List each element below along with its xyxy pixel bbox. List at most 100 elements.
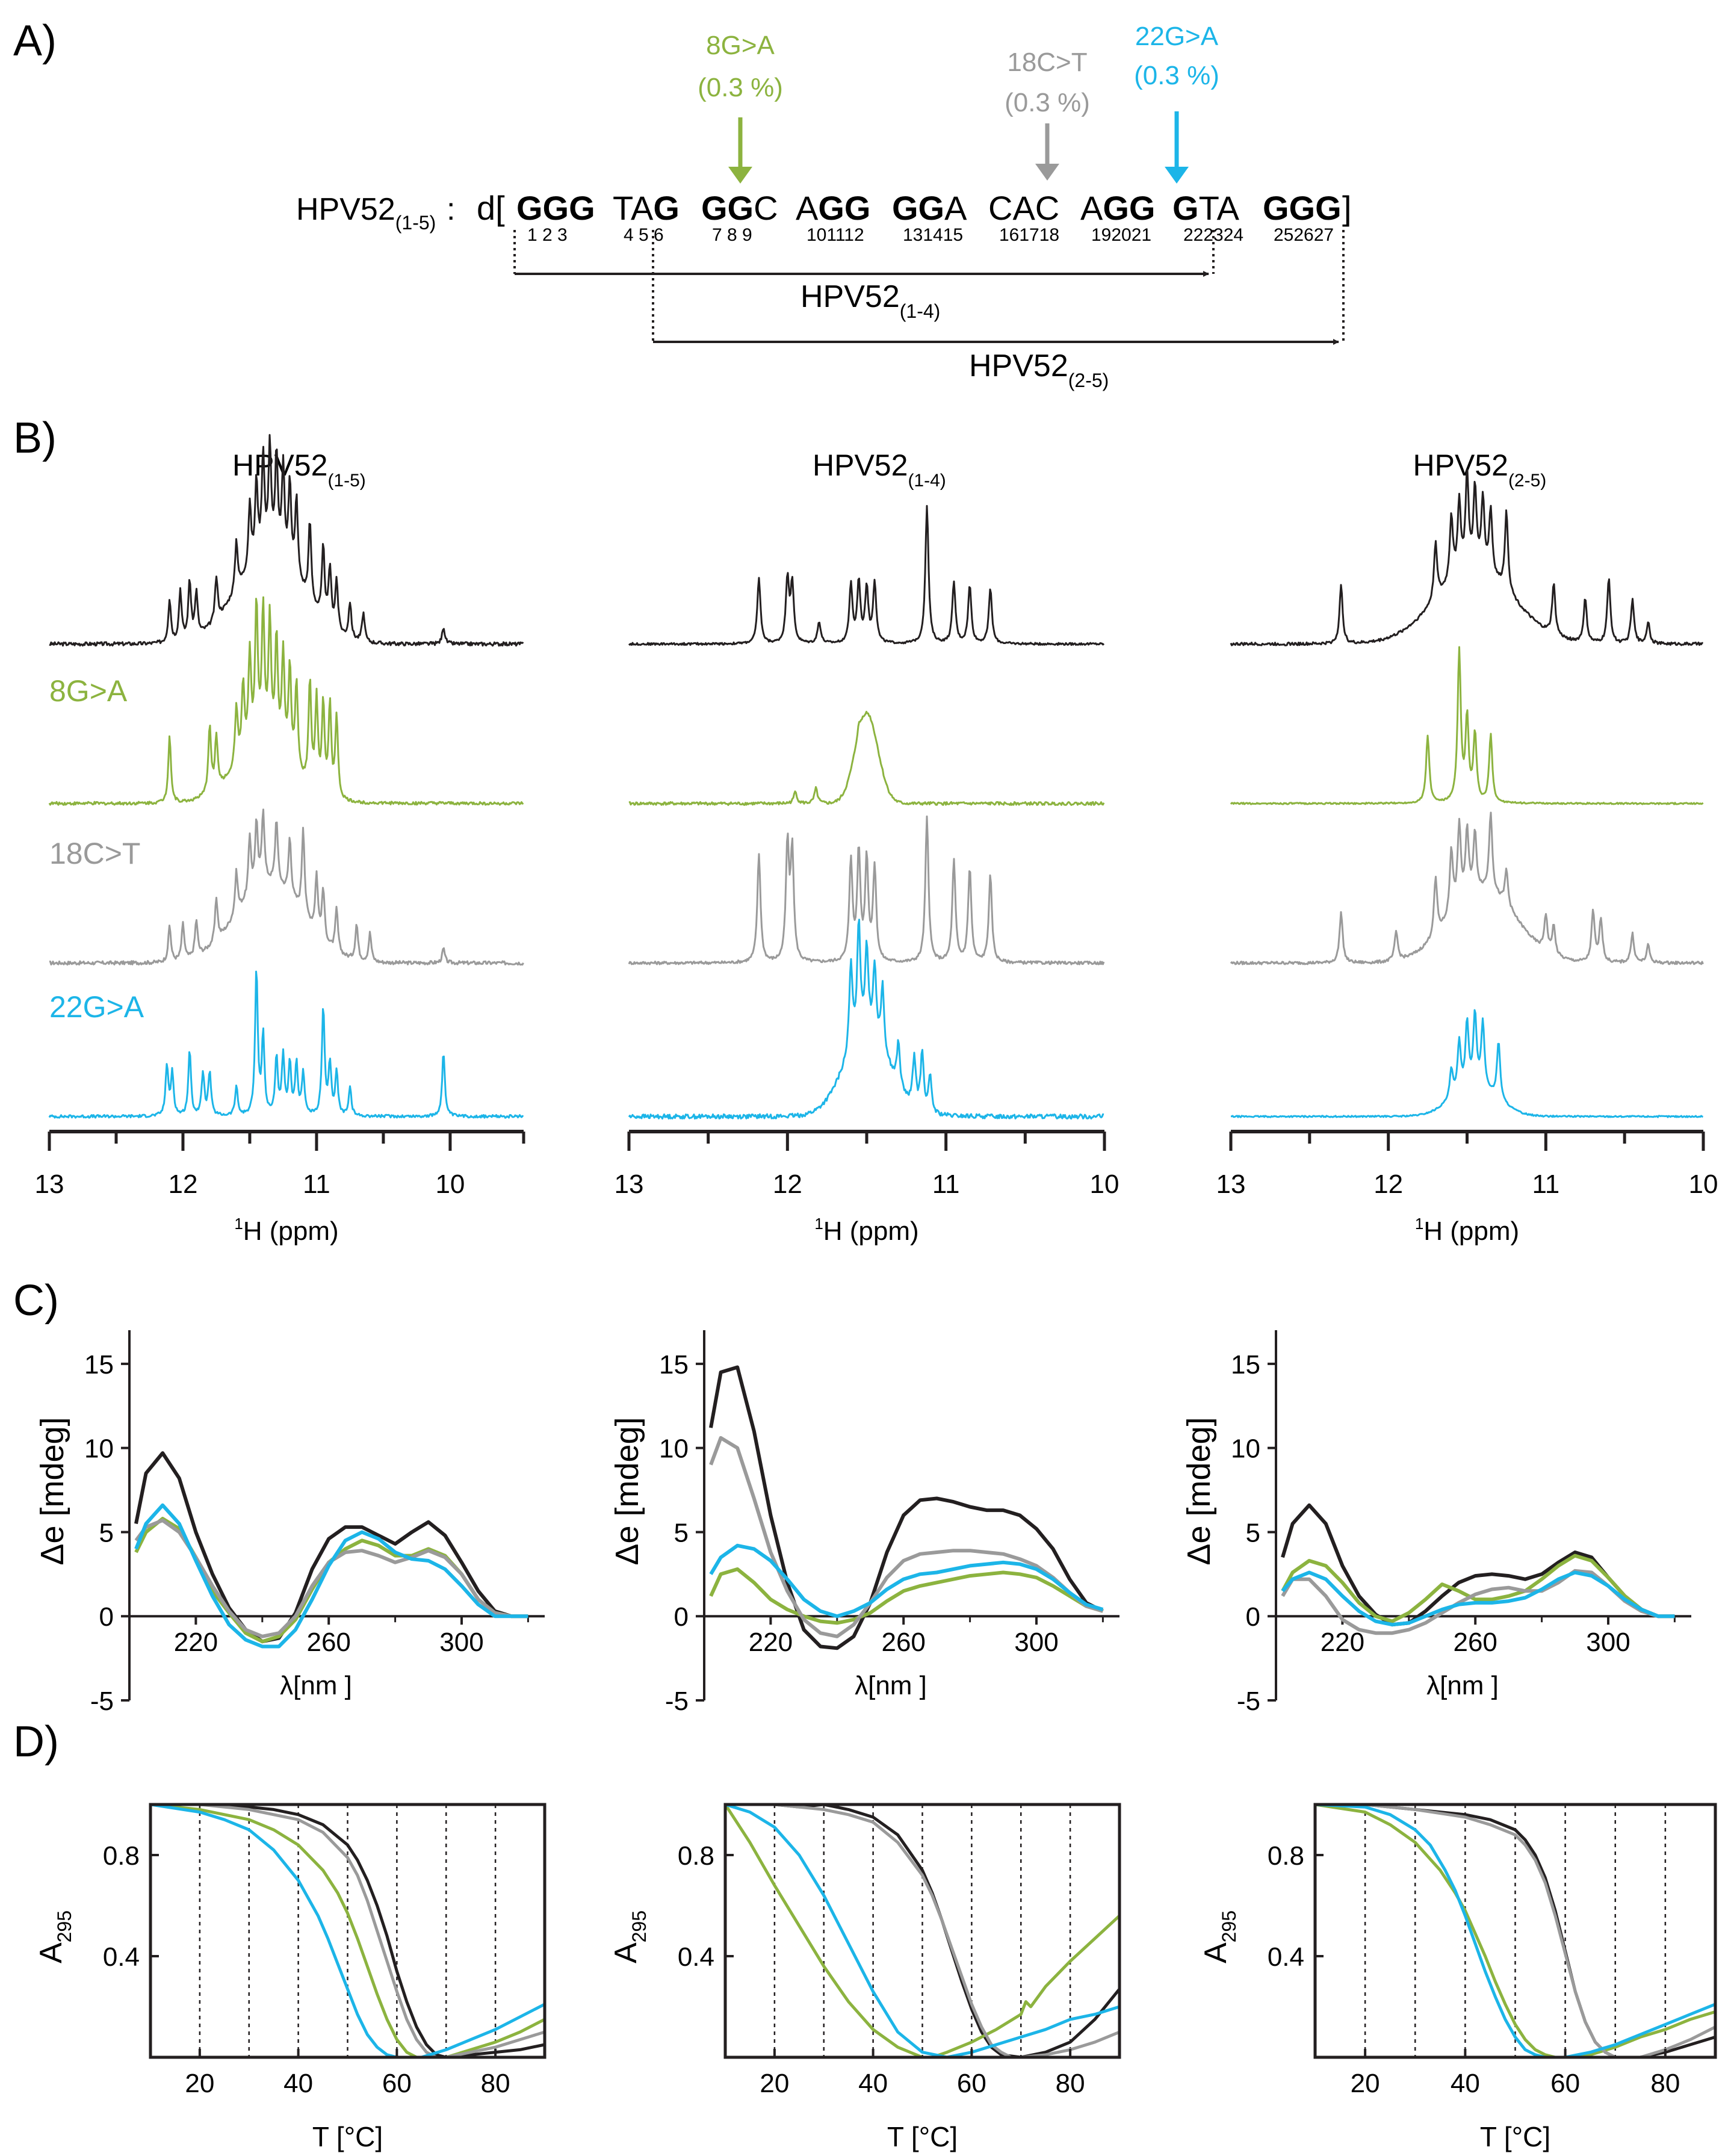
melting-ylabel-text: A [1198, 1942, 1233, 1963]
cd-x-axis-label: λ[nm ] [855, 1671, 927, 1700]
nmr-column-title: HPV52(2-5) [1413, 448, 1547, 491]
sequence-group-2: TAG [613, 189, 680, 227]
mutation-frequency: (0.3 %) [1005, 88, 1090, 117]
melting-x-tick-label: 20 [1351, 2069, 1380, 2098]
nmr-x-axis-label: 1H (ppm) [1415, 1215, 1519, 1246]
nmr-xlabel-superscript: 1 [234, 1215, 243, 1233]
sequence-segment: GG [818, 189, 870, 227]
cd-y-tick-label: -5 [1237, 1687, 1260, 1716]
sequence-position-numbers: 101112 [807, 225, 864, 245]
nmr-xlabel-text: H (ppm) [243, 1216, 339, 1246]
sequence-colon: : [447, 192, 455, 227]
nmr-spectrum-gray [1230, 811, 1704, 965]
sequence-segment: G [653, 189, 680, 227]
sequence-position-numbers: 222324 [1183, 225, 1243, 245]
sequence-segment: TA [613, 189, 654, 227]
nmr-x-tick-label: 13 [615, 1169, 644, 1199]
cd-x-tick-label: 220 [749, 1628, 793, 1657]
melting-series-blue [150, 1803, 546, 2059]
sequence-segment: GGG [1263, 189, 1342, 227]
nmr-title-name: HPV52 [813, 448, 908, 482]
sequence-position-numbers: 252627 [1274, 225, 1334, 245]
cd-series-blue [709, 1543, 1104, 1619]
sequence-position-numbers: 192021 [1091, 225, 1151, 245]
melting-series-gray [150, 1803, 545, 2059]
cd-y-tick-label: 5 [99, 1518, 114, 1547]
mutation-label: 22G>A [1135, 22, 1219, 51]
panel-letter-d: D) [13, 1718, 59, 1766]
nmr-spectrum-gray [49, 808, 524, 966]
melting-x-tick-label: 80 [1650, 2069, 1680, 2098]
melting-x-axis-label: T [°C] [1480, 2121, 1550, 2152]
cd-x-tick-label: 300 [1014, 1628, 1058, 1657]
mutation-label: 8G>A [706, 31, 775, 60]
sequence-group-6: CAC [988, 189, 1059, 227]
cd-y-tick-label: 10 [659, 1434, 689, 1464]
sequence-segment: G [1172, 189, 1199, 227]
sequence-position-numbers: 131415 [903, 225, 963, 245]
cd-plot-2: 15 10 5 0 -5 220 260 300 Δe [mdeg] λ[nm ] [609, 1330, 1119, 1716]
melting-series-green [150, 1803, 546, 2059]
mutation-label: 18C>T [1007, 48, 1087, 77]
nmr-xlabel-superscript: 1 [1415, 1215, 1423, 1233]
sequence-segment: GG [1103, 189, 1155, 227]
melting-x-tick-label: 60 [957, 2069, 986, 2098]
cd-x-tick-label: 260 [306, 1628, 350, 1657]
nmr-x-tick-label: 11 [932, 1169, 960, 1199]
nmr-title-subscript: (1-4) [908, 471, 946, 491]
cd-series-green [1281, 1553, 1675, 1623]
melting-x-tick-label: 40 [858, 2069, 888, 2098]
cd-series-black [134, 1451, 528, 1644]
sequence-group-1: GGG [516, 189, 595, 227]
cd-x-tick-label: 300 [1586, 1628, 1630, 1657]
nmr-x-tick-label: 11 [303, 1169, 330, 1199]
cd-y-axis-label: Δe [mdeg] [609, 1417, 645, 1565]
sequence-suffix: ] [1342, 189, 1352, 227]
cd-panel: 15 10 5 0 -5 220 260 300 Δe [mdeg] λ[nm ] 15 10 5 0 -5… [34, 1330, 1691, 1716]
sequence-position-numbers: 7 8 9 [712, 225, 752, 245]
sequence-segment: GG [701, 189, 754, 227]
nmr-spectrum-gray [628, 815, 1105, 965]
nmr-x-tick-label: 12 [773, 1169, 802, 1199]
sequence-group-3: GGC [701, 189, 778, 227]
cd-y-tick-label: 0 [99, 1602, 114, 1632]
nmr-spectrum-blue [48, 970, 524, 1119]
cd-series-blue [1281, 1570, 1675, 1627]
melting-y-tick-label: 0.8 [678, 1841, 714, 1871]
nmr-row-label: 22G>A [49, 990, 144, 1024]
cd-y-tick-label: 15 [84, 1350, 114, 1380]
nmr-title-name: HPV52 [232, 448, 327, 482]
cd-y-tick-label: 5 [674, 1518, 689, 1547]
sequence-group-8: GTA [1172, 189, 1240, 227]
cd-y-axis-label: Δe [mdeg] [34, 1417, 70, 1565]
melting-y-axis-label: A295 [608, 1910, 650, 1963]
nmr-spectrum-green [628, 710, 1105, 806]
melting-series-blue [725, 1803, 1120, 2059]
sequence-segment: A [796, 189, 819, 227]
nmr-column-title: HPV52(1-4) [813, 448, 946, 491]
melting-plot-3: 0.8 0.4 20 40 60 80 A295 T [°C] [1198, 1803, 1717, 2152]
cd-series-black [1281, 1503, 1675, 1627]
sequence-group-5: GGA [892, 189, 967, 227]
nmr-xlabel-text: H (ppm) [823, 1216, 919, 1246]
melting-x-tick-label: 80 [1056, 2069, 1085, 2098]
nmr-x-tick-label: 11 [1532, 1169, 1559, 1199]
sequence-segment: A [1080, 189, 1103, 227]
nmr-x-tick-label: 10 [435, 1169, 465, 1199]
nmr-spectrum-blue [628, 918, 1104, 1120]
nmr-title-name: HPV52 [1413, 448, 1508, 482]
nmr-x-tick-label: 12 [1373, 1169, 1403, 1199]
nmr-spectrum-blue [1230, 1009, 1703, 1118]
nmr-xlabel-text: H (ppm) [1423, 1216, 1519, 1246]
melting-y-axis-label: A295 [34, 1910, 75, 1963]
cd-x-axis-label: λ[nm ] [280, 1671, 352, 1700]
melting-y-axis-label: A295 [1198, 1910, 1240, 1963]
nmr-spectrum-black [1230, 469, 1703, 646]
melting-x-tick-label: 40 [1451, 2069, 1480, 2098]
melting-x-tick-label: 20 [185, 2069, 214, 2098]
cd-y-tick-label: 10 [84, 1434, 114, 1464]
nmr-row-label: 8G>A [49, 674, 128, 708]
